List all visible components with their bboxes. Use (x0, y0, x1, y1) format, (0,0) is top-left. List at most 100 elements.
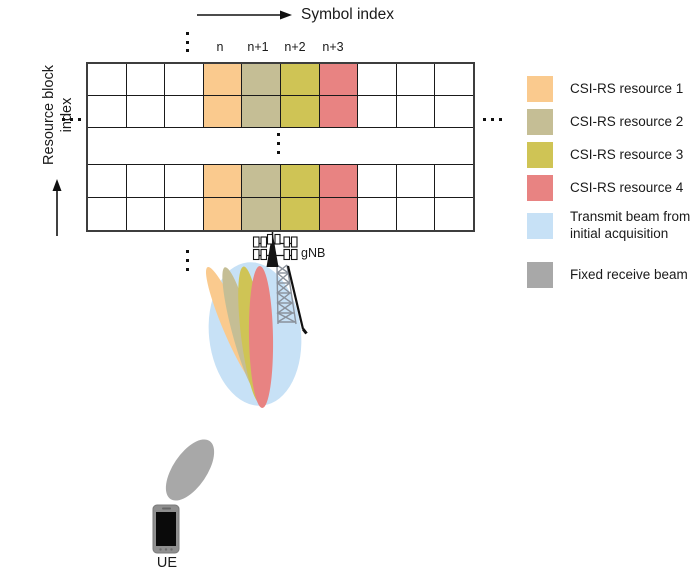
grid-cell (88, 96, 127, 127)
resource-block-index-arrow (52, 179, 62, 236)
legend-label-transmit-beam-line2: initial acquisition (570, 225, 669, 241)
ellipsis-right-of-grid (499, 117, 503, 121)
grid-cell (88, 64, 127, 95)
antenna-panels (252, 233, 298, 261)
resource-grid (86, 62, 475, 232)
symbol-label-n3: n+3 (322, 40, 344, 54)
ellipsis-left-of-grid (78, 117, 82, 121)
grid-cell (165, 64, 204, 95)
ellipsis-above-grid (185, 32, 189, 36)
gnb-label: gNB (301, 246, 326, 260)
csi-rs-cell-csi4 (319, 64, 359, 95)
tower-cable-end (301, 328, 308, 335)
ellipsis-right-of-grid (483, 117, 487, 121)
grid-cell (88, 165, 127, 197)
ellipsis-below-grid (185, 259, 189, 263)
csi-rs-cell-csi4 (319, 165, 359, 197)
grid-cell (397, 165, 436, 197)
csi-rs-cell-csi1 (203, 96, 243, 127)
symbol-label-n: n (216, 40, 224, 54)
legend-entry-csi-rs-4: CSI-RS resource 4 (527, 175, 683, 201)
ellipsis-left-of-grid (62, 117, 66, 121)
resource-grid-row (88, 198, 473, 230)
antenna-mast (266, 232, 279, 267)
phone-speaker (162, 507, 171, 510)
csi-rs-cell-csi1 (203, 64, 243, 95)
grid-cell (358, 198, 397, 230)
grid-cell (165, 198, 204, 230)
legend-entry-csi-rs-3: CSI-RS resource 3 (527, 142, 683, 168)
resource-axis-line2: index (59, 97, 75, 133)
csi-rs-cell-csi2 (242, 64, 281, 95)
ue-receive-beam (165, 439, 215, 501)
grid-cell (435, 198, 473, 230)
csi-rs-cell-csi4 (319, 96, 359, 127)
legend-label-csi-rs-4: CSI-RS resource 4 (570, 179, 684, 195)
csi-rs-cell-csi1 (203, 198, 243, 230)
symbol-index-axis-label: Symbol index (301, 6, 395, 23)
grid-cell (88, 198, 127, 230)
grid-cell (435, 96, 473, 127)
legend-swatch-fixed-receive-beam (527, 262, 553, 288)
ellipsis-above-grid (185, 40, 189, 44)
legend-swatch-transmit-beam (527, 212, 553, 239)
csi-rs-cell-csi3 (280, 96, 320, 127)
grid-cell (127, 165, 166, 197)
grid-cell (127, 96, 166, 127)
ue-phone-icon (152, 504, 180, 554)
csi-rs-cell-csi2 (242, 96, 281, 127)
ue-label: UE (156, 555, 178, 571)
grid-cell (435, 165, 473, 197)
csi-rs-cell-csi3 (280, 64, 320, 95)
resource-grid-row (88, 64, 473, 96)
grid-cell (127, 64, 166, 95)
grid-cell (358, 96, 397, 127)
ellipsis-above-grid (185, 49, 189, 53)
legend-label-fixed-receive-beam: Fixed receive beam (570, 266, 688, 282)
grid-cell (397, 198, 436, 230)
legend-swatch-csi-rs-4 (527, 175, 553, 201)
tower-lattice (276, 264, 297, 325)
ellipsis-below-grid (185, 268, 189, 272)
resource-grid-row (88, 165, 473, 198)
ellipsis-right-of-grid (491, 117, 495, 121)
grid-cell (435, 64, 473, 95)
resource-grid-gap-row (88, 128, 473, 165)
csi-rs-cell-csi1 (203, 165, 243, 197)
resource-block-index-axis-label: Resource block index (40, 55, 84, 175)
grid-cell (397, 96, 436, 127)
ellipsis-below-grid (185, 250, 189, 254)
legend-label-csi-rs-2: CSI-RS resource 2 (570, 113, 684, 129)
csi-rs-cell-csi3 (280, 165, 320, 197)
grid-cell (397, 64, 436, 95)
csi-rs-cell-csi4 (319, 198, 359, 230)
resource-grid-row (88, 96, 473, 128)
legend-label-transmit-beam-line1: Transmit beam from (570, 209, 691, 224)
gnb-tower-icon (252, 229, 308, 335)
legend-swatch-csi-rs-3 (527, 142, 553, 168)
ellipsis-mid-grid (276, 133, 280, 137)
grid-cell (358, 165, 397, 197)
grid-cell (358, 64, 397, 95)
csi-rs-beam-4 (248, 266, 274, 408)
resource-axis-line1: Resource block (41, 65, 57, 165)
legend-entry-fixed-receive-beam: Fixed receive beam (527, 262, 688, 288)
ellipsis-left-of-grid (70, 117, 74, 121)
legend-entry-transmit-beam: Transmit beam from initial acquisition (527, 209, 690, 242)
legend-swatch-csi-rs-1 (527, 76, 553, 102)
grid-cell (165, 165, 204, 197)
csi-rs-cell-csi2 (242, 198, 281, 230)
legend-swatch-csi-rs-2 (527, 109, 553, 135)
symbol-label-n1: n+1 (247, 40, 269, 54)
csi-rs-cell-csi3 (280, 198, 320, 230)
ellipsis-mid-grid (276, 142, 280, 146)
symbol-label-n2: n+2 (284, 40, 306, 54)
legend-label-csi-rs-1: CSI-RS resource 1 (570, 80, 684, 96)
ellipsis-mid-grid (276, 151, 280, 155)
grid-cell (165, 96, 204, 127)
csi-rs-cell-csi2 (242, 165, 281, 197)
symbol-index-arrow (197, 10, 292, 20)
legend-label-csi-rs-3: CSI-RS resource 3 (570, 146, 684, 162)
